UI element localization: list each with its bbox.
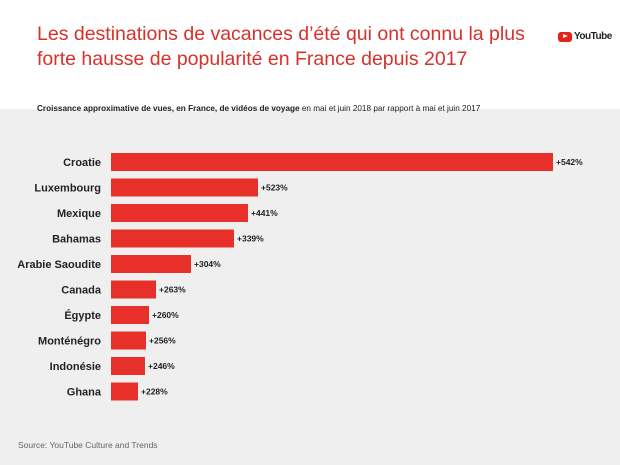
bar [111,204,248,222]
category-label: Luxembourg [34,183,101,195]
value-label: +246% [148,361,175,371]
value-label: +304% [194,259,221,269]
category-label: Égypte [64,309,101,322]
bar [111,178,258,197]
category-label: Indonésie [50,361,101,373]
subtitle-bold: Croissance approximative de vues, en Fra… [37,104,300,113]
youtube-logo-text: YouTube [574,31,612,42]
bar [111,280,156,299]
category-label: Ghana [67,387,102,399]
value-label: +441% [251,208,278,218]
value-label: +542% [556,157,583,167]
value-label: +228% [141,387,168,397]
chart-title: Les destinations de vacances d’été qui o… [37,23,525,70]
bar [111,382,138,401]
category-label: Mexique [57,208,101,220]
bar [111,331,146,350]
chart-subtitle: Croissance approximative de vues, en Fra… [37,104,480,113]
bar [111,255,191,273]
category-label: Arabie Saoudite [17,259,101,271]
bar [111,229,234,248]
bar [111,357,145,375]
value-label: +263% [159,285,186,295]
source-note: Source: YouTube Culture and Trends [18,440,158,450]
bar [111,153,553,171]
youtube-logo: YouTube [558,31,612,42]
header-panel [0,0,620,109]
value-label: +260% [152,310,179,320]
category-label: Bahamas [52,234,101,246]
category-label: Canada [61,285,102,297]
youtube-play-icon [558,31,572,42]
value-label: +339% [237,234,264,244]
category-label: Monténégro [38,336,101,348]
value-label: +256% [149,336,176,346]
bar [111,306,149,324]
subtitle-rest: en mai et juin 2018 par rapport à mai et… [299,104,481,113]
category-label: Croatie [63,157,101,169]
value-label: +523% [261,183,288,193]
